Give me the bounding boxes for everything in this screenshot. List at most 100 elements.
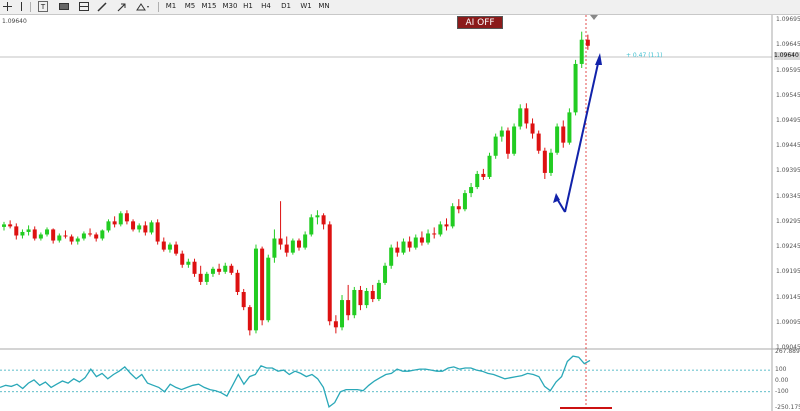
candle-body (555, 126, 560, 153)
chart-toolbar: T M1 M5 M15 M30 H1 H4 D1 W1 MN (0, 0, 800, 15)
price-tick-label: 1.09095 (776, 318, 800, 326)
candle-body (192, 261, 197, 274)
candle-body (536, 133, 541, 151)
price-chart[interactable] (0, 15, 800, 411)
candle-body (585, 39, 590, 46)
candle-body (487, 155, 492, 177)
timeframe-d1[interactable]: D1 (281, 2, 291, 10)
candle-body (241, 291, 246, 308)
candle-body (14, 226, 19, 236)
ai-off-toggle-button[interactable]: AI OFF (457, 16, 503, 29)
candle-body (51, 229, 56, 241)
candle-body (174, 244, 179, 254)
price-tick-label: 1.09045 (776, 344, 800, 351)
candle-body (45, 229, 50, 235)
candle-body (524, 108, 529, 124)
timeframe-h4[interactable]: H4 (261, 2, 271, 10)
candle-body (499, 130, 504, 137)
rectangle-icon[interactable] (58, 1, 70, 12)
candle-body (561, 126, 566, 143)
candle-body (352, 289, 357, 316)
candle-body (186, 261, 191, 265)
candle-body (389, 247, 394, 266)
arrow-head-icon (595, 53, 602, 65)
candle-body (8, 224, 13, 227)
candle-body (530, 123, 535, 134)
grid-icon[interactable] (78, 1, 90, 12)
candle-body (260, 248, 265, 321)
candle-body (327, 224, 332, 322)
candle-body (253, 248, 258, 331)
price-tick-label: 1.09295 (776, 217, 800, 225)
candle-body (112, 221, 117, 225)
timeframe-h1[interactable]: H1 (243, 2, 253, 10)
pencil-icon[interactable] (96, 1, 108, 12)
crosshair-icon[interactable] (2, 1, 12, 12)
candle-body (266, 257, 271, 321)
arrow-icon[interactable] (116, 1, 128, 12)
candle-body (149, 222, 154, 233)
candle-body (278, 238, 283, 245)
candle-body (383, 265, 388, 283)
candle-body (456, 206, 461, 210)
candle-body (450, 206, 455, 227)
candle-body (309, 217, 314, 235)
candle-body (106, 221, 111, 231)
candle-body (143, 225, 148, 233)
toolbar-separator (30, 2, 31, 12)
candle-body (131, 221, 136, 230)
candle-body (155, 222, 160, 242)
candle-body (118, 213, 123, 225)
vertical-line-icon[interactable] (16, 1, 26, 12)
candle-body (100, 230, 105, 239)
timeframe-w1[interactable]: W1 (300, 2, 312, 10)
candle-body (69, 236, 74, 242)
candle-body (376, 282, 381, 300)
candle-body (38, 234, 43, 239)
candle-body (370, 290, 375, 300)
timeframe-m15[interactable]: M15 (201, 2, 217, 10)
candle-body (444, 224, 449, 227)
candle-body (567, 112, 572, 143)
timeframe-mn[interactable]: MN (318, 2, 330, 10)
price-tick-label: 1.09595 (776, 66, 800, 74)
oscillator-tick-label: 100 (775, 366, 787, 374)
candle-body (223, 265, 228, 272)
candle-body (481, 173, 486, 177)
candle-body (493, 136, 498, 156)
candle-body (548, 152, 553, 173)
candle-body (229, 265, 234, 273)
arrow-line-up (564, 58, 600, 213)
candle-body (462, 193, 467, 210)
candle-body (512, 126, 517, 154)
candle-body (401, 241, 406, 253)
candle-body (438, 224, 443, 235)
current-price-tag: 1.09640 (774, 52, 800, 60)
oscillator-tick-label: 0.00 (775, 376, 789, 384)
price-tick-label: 1.09345 (776, 192, 800, 200)
candle-body (364, 290, 369, 306)
price-tick-label: 1.09645 (776, 41, 800, 49)
candle-body (26, 229, 31, 232)
text-icon[interactable]: T (38, 1, 48, 12)
candle-body (518, 108, 523, 127)
arrow-head-icon (553, 193, 560, 203)
oscillator-tick-label: 267.8899 (775, 348, 800, 355)
candle-body (432, 233, 437, 235)
candle-body (321, 215, 326, 225)
chart-shift-marker-icon[interactable] (590, 15, 598, 20)
price-tick-label: 1.09145 (776, 293, 800, 301)
timeframe-m1[interactable]: M1 (165, 2, 177, 10)
candle-body (395, 247, 400, 253)
oscillator-tick-label: -100 (775, 387, 789, 395)
measure-annotation: + 0.47 (1.1) (626, 52, 663, 59)
candle-body (198, 273, 203, 282)
timeframe-m30[interactable]: M30 (222, 2, 238, 10)
candle-body (284, 244, 289, 253)
candle-body (290, 240, 295, 253)
timeframe-m5[interactable]: M5 (184, 2, 196, 10)
candle-body (75, 238, 80, 242)
candle-body (303, 234, 308, 248)
candle-body (2, 224, 6, 227)
shapes-icon[interactable] (134, 1, 152, 12)
